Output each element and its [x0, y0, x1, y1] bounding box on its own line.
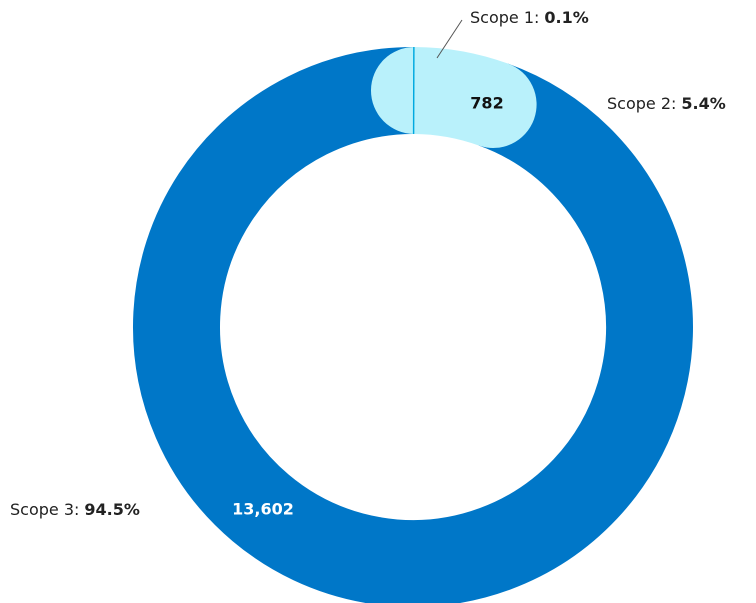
slice-percent: 0.1% — [544, 8, 588, 27]
leader-line — [436, 19, 463, 59]
slice-category: Scope 2: — [607, 94, 676, 113]
donut-segment — [133, 47, 693, 603]
amount-label: 13,602 — [232, 500, 294, 519]
slice-percent: 5.4% — [681, 94, 725, 113]
slice-category: Scope 1: — [470, 8, 539, 27]
donut-segment — [370, 47, 537, 148]
slice-label: Scope 1: 0.1% — [470, 8, 589, 27]
amount-label: 782 — [470, 94, 503, 113]
slice-category: Scope 3: — [10, 500, 79, 519]
slice-percent: 94.5% — [84, 500, 140, 519]
slice-label: Scope 3: 94.5% — [10, 500, 140, 519]
slice-label: Scope 2: 5.4% — [607, 94, 726, 113]
